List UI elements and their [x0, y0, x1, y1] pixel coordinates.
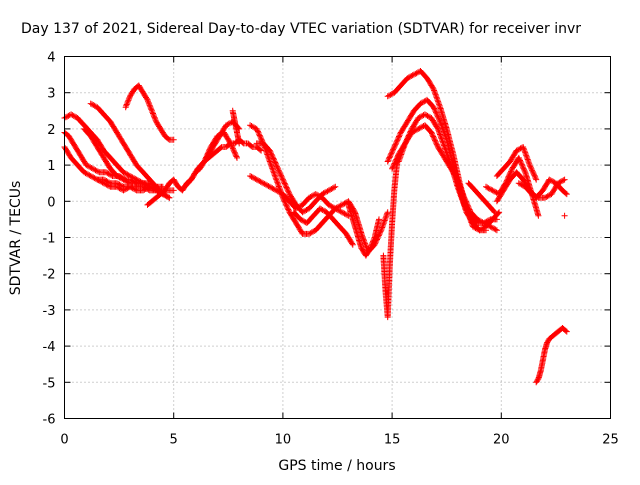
data-point-markers: [561, 212, 568, 219]
y-axis-label: SDTVAR / TECUs: [8, 181, 24, 296]
data-point-markers: [94, 176, 153, 194]
grid: [64, 56, 611, 419]
x-tick-label: 5: [170, 433, 178, 448]
y-tick-label: -1: [43, 232, 56, 247]
data-point-markers: [247, 173, 352, 219]
series-arc-8: [144, 136, 265, 208]
series-arc-27: [561, 212, 568, 219]
chart-title: Day 137 of 2021, Sidereal Day-to-day VTE…: [21, 21, 581, 37]
y-tick-label: -2: [43, 268, 56, 283]
series-arc-21: [395, 111, 500, 226]
x-axis-label: GPS time / hours: [278, 458, 395, 474]
series-arc-26: [515, 176, 568, 201]
data-point-markers: [253, 140, 339, 216]
series-arc-6: [122, 82, 177, 143]
data-point-markers: [515, 176, 568, 201]
data-point-markers: [345, 201, 382, 259]
series-arc-5: [81, 125, 173, 201]
series-arc-22: [465, 180, 498, 216]
series-arc-11: [229, 107, 243, 147]
series-arc-24: [493, 144, 540, 183]
series-arc-14: [247, 173, 352, 219]
data-point-markers: [290, 205, 356, 248]
data-point-markers: [465, 180, 498, 216]
x-tick-label: 20: [493, 433, 510, 448]
data-markers: [61, 68, 570, 386]
axis-ticks: 0 5 10 15 20 25 -6 -5 -4 -3 -2 -1 0 1 2 3 4: [43, 51, 619, 448]
y-tick-label: -6: [43, 413, 56, 428]
series-arc-7: [94, 176, 153, 194]
data-point-markers: [395, 111, 500, 226]
data-point-markers: [181, 129, 240, 190]
x-tick-label: 25: [602, 433, 619, 448]
data-point-markers: [81, 125, 173, 201]
series-arc-17: [380, 151, 402, 321]
y-tick-label: 0: [47, 195, 55, 210]
y-tick-label: -4: [43, 340, 56, 355]
data-point-markers: [533, 325, 570, 386]
y-tick-label: -5: [43, 376, 56, 391]
data-point-markers: [229, 107, 243, 147]
x-tick-label: 10: [275, 433, 292, 448]
y-tick-label: 2: [47, 123, 55, 138]
y-tick-label: 3: [47, 87, 55, 102]
data-point-markers: [144, 136, 265, 208]
y-tick-label: -3: [43, 304, 56, 319]
series-arc-15: [290, 205, 356, 248]
series-arc-9: [181, 129, 240, 190]
x-tick-label: 15: [384, 433, 401, 448]
x-tick-label: 0: [60, 433, 68, 448]
series-arc-28: [533, 325, 570, 386]
data-point-markers: [122, 82, 177, 143]
series-arc-13: [253, 140, 339, 216]
data-point-markers: [380, 151, 402, 321]
series-arc-16: [345, 201, 382, 259]
y-tick-label: 1: [47, 159, 55, 174]
y-tick-label: 4: [47, 51, 55, 66]
data-point-markers: [493, 144, 540, 183]
